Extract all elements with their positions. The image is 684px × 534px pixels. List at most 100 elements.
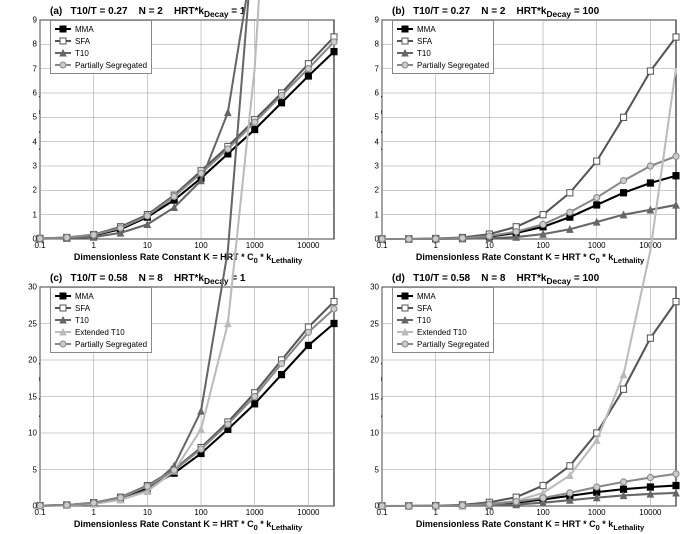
panel-title: (d) T10/T = 0.58 N = 8 HRT*kDecay = 100 <box>392 273 678 286</box>
y-tick: 9 <box>375 16 382 25</box>
y-tick: 4 <box>375 137 382 146</box>
y-tick: 6 <box>375 89 382 98</box>
legend: MMA SFA T10 Partially Segregated <box>392 20 494 74</box>
legend-label: MMA <box>75 25 94 34</box>
legend-label: T10 <box>75 316 89 325</box>
x-tick: 1 <box>91 506 95 517</box>
x-axis-label: Dimensionless Rate Constant K = HRT * C0… <box>40 252 336 265</box>
legend-marker-icon <box>397 292 413 300</box>
x-tick: 1000 <box>246 239 264 250</box>
legend-item: MMA <box>55 23 147 35</box>
legend-marker-icon <box>55 25 71 33</box>
x-tick: 0.1 <box>34 239 45 250</box>
legend-item: Partially Segregated <box>55 338 147 350</box>
legend: MMA SFA T10 Extended T10 Partially Segre… <box>392 287 494 353</box>
legend-marker-icon <box>397 304 413 312</box>
y-tick: 8 <box>33 40 40 49</box>
y-tick: 7 <box>33 64 40 73</box>
y-tick: 9 <box>33 16 40 25</box>
x-tick: 1000 <box>588 506 606 517</box>
legend-item: MMA <box>55 290 147 302</box>
legend: MMA SFA T10 Partially Segregated <box>50 20 152 74</box>
legend-item: Partially Segregated <box>397 338 489 350</box>
legend-marker-icon <box>55 292 71 300</box>
x-axis-label: Dimensionless Rate Constant K = HRT * C0… <box>382 252 678 265</box>
panel-c: (c) T10/T = 0.58 N = 8 HRT*kDecay = 1Ina… <box>0 267 342 534</box>
legend-marker-icon <box>397 49 413 57</box>
legend-label: T10 <box>417 316 431 325</box>
x-tick: 100 <box>536 506 549 517</box>
x-axis-label: Dimensionless Rate Constant K = HRT * C0… <box>40 519 336 532</box>
legend-marker-icon <box>55 49 71 57</box>
y-tick: 30 <box>370 283 382 292</box>
x-tick: 0.1 <box>376 239 387 250</box>
x-tick: 1000 <box>588 239 606 250</box>
x-tick: 1 <box>433 239 437 250</box>
legend-marker-icon <box>55 316 71 324</box>
y-tick: 1 <box>375 210 382 219</box>
legend-label: Extended T10 <box>75 328 125 337</box>
legend-label: SFA <box>75 304 90 313</box>
legend-item: SFA <box>55 302 147 314</box>
y-tick: 5 <box>375 465 382 474</box>
y-tick: 15 <box>28 392 40 401</box>
panel-title: (b) T10/T = 0.27 N = 2 HRT*kDecay = 100 <box>392 6 678 19</box>
legend-label: T10 <box>417 49 431 58</box>
legend-marker-icon <box>397 25 413 33</box>
y-tick: 6 <box>33 89 40 98</box>
x-tick: 0.1 <box>34 506 45 517</box>
legend-label: Partially Segregated <box>417 61 489 70</box>
legend-label: T10 <box>75 49 89 58</box>
legend-label: MMA <box>417 292 436 301</box>
y-tick: 7 <box>375 64 382 73</box>
y-tick: 8 <box>375 40 382 49</box>
legend-label: MMA <box>417 25 436 34</box>
legend-item: T10 <box>397 47 489 59</box>
legend-label: MMA <box>75 292 94 301</box>
legend-marker-icon <box>397 316 413 324</box>
x-tick: 100 <box>194 239 207 250</box>
y-tick: 10 <box>370 429 382 438</box>
y-tick: 2 <box>33 186 40 195</box>
legend: MMA SFA T10 Extended T10 Partially Segre… <box>50 287 152 353</box>
y-tick: 25 <box>370 319 382 328</box>
y-tick: 15 <box>370 392 382 401</box>
panel-d: (d) T10/T = 0.58 N = 8 HRT*kDecay = 100I… <box>342 267 684 534</box>
legend-item: Partially Segregated <box>397 59 489 71</box>
y-tick: 5 <box>33 465 40 474</box>
legend-marker-icon <box>397 328 413 336</box>
x-tick: 1000 <box>246 506 264 517</box>
panel-b: (b) T10/T = 0.27 N = 2 HRT*kDecay = 100I… <box>342 0 684 267</box>
x-tick: 10 <box>485 506 494 517</box>
y-tick: 30 <box>28 283 40 292</box>
legend-label: Extended T10 <box>417 328 467 337</box>
x-tick: 0.1 <box>376 506 387 517</box>
y-tick: 2 <box>375 186 382 195</box>
legend-label: Partially Segregated <box>75 340 147 349</box>
legend-marker-icon <box>397 340 413 348</box>
legend-item: T10 <box>397 314 489 326</box>
y-tick: 25 <box>28 319 40 328</box>
y-tick: 3 <box>375 162 382 171</box>
x-tick: 10000 <box>297 506 319 517</box>
legend-item: T10 <box>55 47 147 59</box>
legend-label: SFA <box>417 304 432 313</box>
y-tick: 10 <box>28 429 40 438</box>
x-tick: 1 <box>91 239 95 250</box>
legend-item: Extended T10 <box>55 326 147 338</box>
legend-marker-icon <box>397 61 413 69</box>
legend-marker-icon <box>55 340 71 348</box>
legend-item: Partially Segregated <box>55 59 147 71</box>
x-tick: 100 <box>536 239 549 250</box>
legend-item: SFA <box>55 35 147 47</box>
x-tick: 100 <box>194 506 207 517</box>
x-tick: 10 <box>485 239 494 250</box>
x-axis-label: Dimensionless Rate Constant K = HRT * C0… <box>382 519 678 532</box>
x-tick: 1 <box>433 506 437 517</box>
panel-title: (a) T10/T = 0.27 N = 2 HRT*kDecay = 1 <box>50 6 336 19</box>
x-tick: 10 <box>143 506 152 517</box>
legend-label: Partially Segregated <box>75 61 147 70</box>
legend-item: Extended T10 <box>397 326 489 338</box>
legend-item: MMA <box>397 23 489 35</box>
legend-item: SFA <box>397 35 489 47</box>
